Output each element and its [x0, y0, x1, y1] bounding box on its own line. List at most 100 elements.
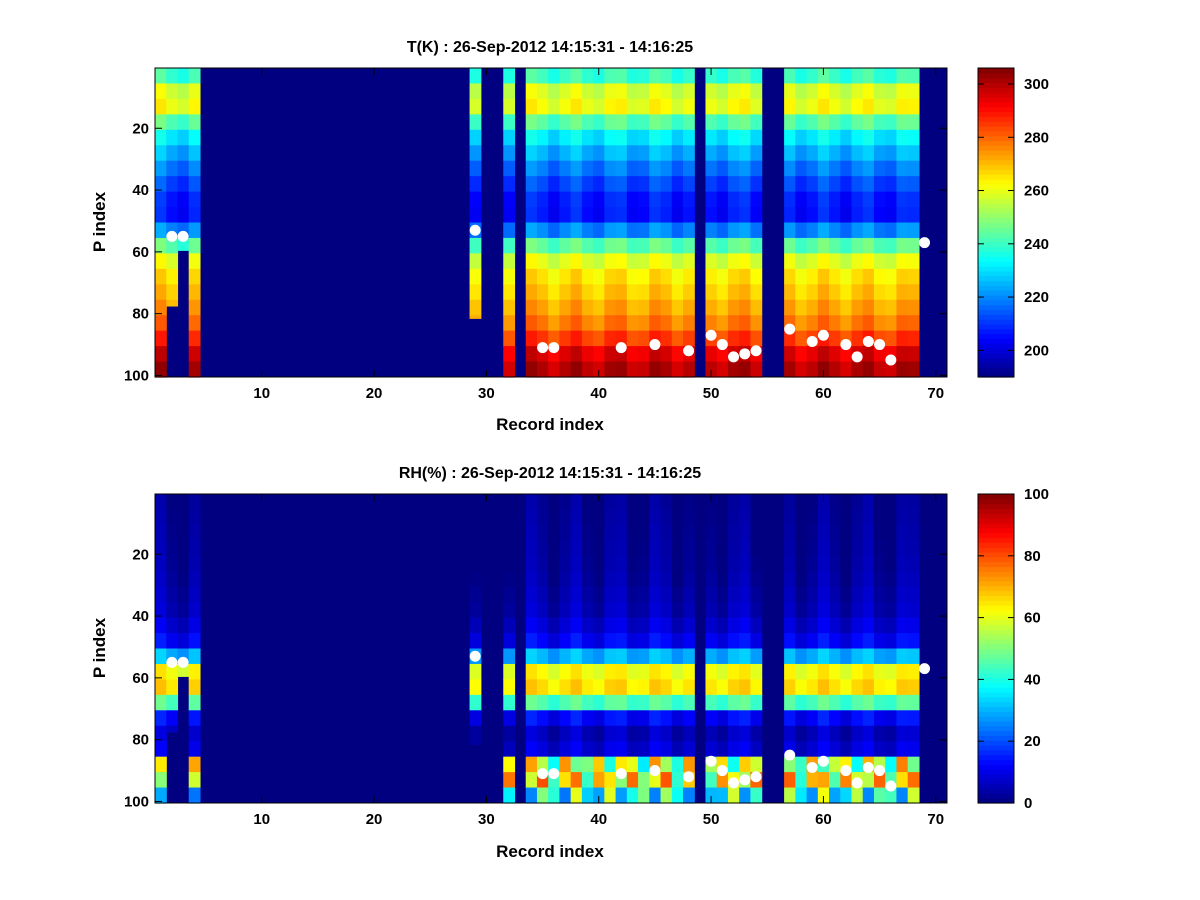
heatmap-cell — [559, 191, 572, 208]
heatmap-cell — [784, 694, 796, 711]
heatmap-cell — [806, 284, 819, 301]
heatmap-cell — [862, 602, 875, 619]
heatmap-cell — [739, 509, 752, 526]
heatmap-cell — [649, 330, 662, 347]
heatmap-cell — [615, 633, 628, 650]
heatmap-cell — [829, 191, 841, 208]
heatmap-cell — [817, 509, 830, 526]
heatmap-cell — [716, 160, 729, 177]
heatmap-cell — [570, 555, 583, 572]
heatmap-cell — [155, 694, 167, 711]
heatmap-cell — [862, 346, 875, 363]
heatmap-cell — [649, 346, 662, 363]
heatmap-cell — [907, 494, 920, 511]
heatmap-cell — [873, 725, 886, 742]
heatmap-cell — [784, 176, 796, 193]
heatmap-cell — [593, 648, 605, 665]
heatmap-cell — [593, 694, 605, 711]
heatmap-cell — [840, 361, 853, 378]
heatmap-cell — [536, 586, 549, 603]
heatmap-cell — [525, 253, 538, 270]
heatmap-cell — [705, 83, 718, 100]
heatmap-cell — [671, 176, 684, 193]
heatmap-cell — [795, 540, 808, 557]
heatmap-cell — [739, 207, 752, 224]
heatmap-cell — [784, 268, 796, 285]
heatmap-cell — [806, 268, 819, 285]
heatmap-cell — [829, 586, 841, 603]
heatmap-cell — [896, 268, 909, 285]
heatmap-cell — [705, 586, 718, 603]
heatmap-cell — [593, 679, 605, 696]
heatmap-cell — [817, 68, 830, 85]
heatmap-cell — [750, 222, 763, 239]
heatmap-cell — [638, 524, 650, 541]
heatmap-cell — [851, 330, 864, 347]
heatmap-cell — [166, 710, 179, 727]
heatmap-cell — [615, 617, 628, 634]
heatmap-cell — [626, 237, 639, 254]
heatmap-cell — [705, 237, 718, 254]
heatmap-cell — [638, 694, 650, 711]
colorbar-tick-label: 40 — [1024, 671, 1041, 688]
heatmap-cell — [784, 571, 796, 588]
heatmap-cell — [683, 756, 695, 773]
heatmap-cell — [896, 299, 909, 316]
surface-marker — [177, 656, 189, 668]
heatmap-cell — [727, 602, 740, 619]
heatmap-cell — [896, 191, 909, 208]
heatmap-cell — [873, 176, 886, 193]
heatmap-cell — [840, 207, 853, 224]
heatmap-cell — [840, 524, 853, 541]
colorbar-segment — [978, 338, 1014, 344]
heatmap-cell — [660, 222, 673, 239]
heatmap-cell — [885, 694, 898, 711]
heatmap-cell — [851, 315, 864, 332]
heatmap-cell — [536, 129, 549, 146]
heatmap-cell — [615, 741, 628, 758]
heatmap-cell — [626, 617, 639, 634]
heatmap-cell — [536, 83, 549, 100]
heatmap-cell — [795, 160, 808, 177]
heatmap-cell — [548, 83, 561, 100]
heatmap-cell — [873, 710, 886, 727]
heatmap-cell — [829, 222, 841, 239]
heatmap-cell — [716, 787, 729, 804]
heatmap-cell — [638, 83, 650, 100]
heatmap-cell — [885, 633, 898, 650]
heatmap-cell — [840, 540, 853, 557]
colorbar-segment — [978, 571, 1014, 577]
heatmap-cell — [638, 710, 650, 727]
heatmap-cell — [166, 509, 179, 526]
heatmap-cell — [188, 617, 201, 634]
heatmap-cell — [806, 494, 819, 511]
heatmap-cell — [188, 207, 201, 224]
heatmap-cell — [840, 253, 853, 270]
heatmap-cell — [829, 129, 841, 146]
heatmap-cell — [829, 524, 841, 541]
heatmap-cell — [570, 145, 583, 162]
heatmap-cell — [739, 145, 752, 162]
heatmap-cell — [548, 741, 561, 758]
heatmap-cell — [503, 679, 516, 696]
heatmap-cell — [166, 602, 179, 619]
heatmap-cell — [840, 160, 853, 177]
heatmap-cell — [188, 98, 201, 115]
heatmap-cell — [907, 524, 920, 541]
heatmap-cell — [851, 114, 864, 131]
colorbar-frame — [977, 493, 1015, 804]
colorbar-segment — [978, 193, 1014, 199]
heatmap-cell — [626, 346, 639, 363]
heatmap-cell — [716, 694, 729, 711]
heatmap-cell — [716, 648, 729, 665]
heatmap-cell — [559, 284, 572, 301]
heatmap-cell — [188, 494, 201, 511]
heatmap-cell — [581, 555, 594, 572]
heatmap-cell — [548, 663, 561, 680]
surface-marker — [817, 329, 829, 341]
heatmap-cell — [536, 524, 549, 541]
heatmap-cell — [885, 346, 898, 363]
heatmap-cell — [525, 284, 538, 301]
heatmap-cell — [840, 68, 853, 85]
heatmap-cell — [896, 540, 909, 557]
